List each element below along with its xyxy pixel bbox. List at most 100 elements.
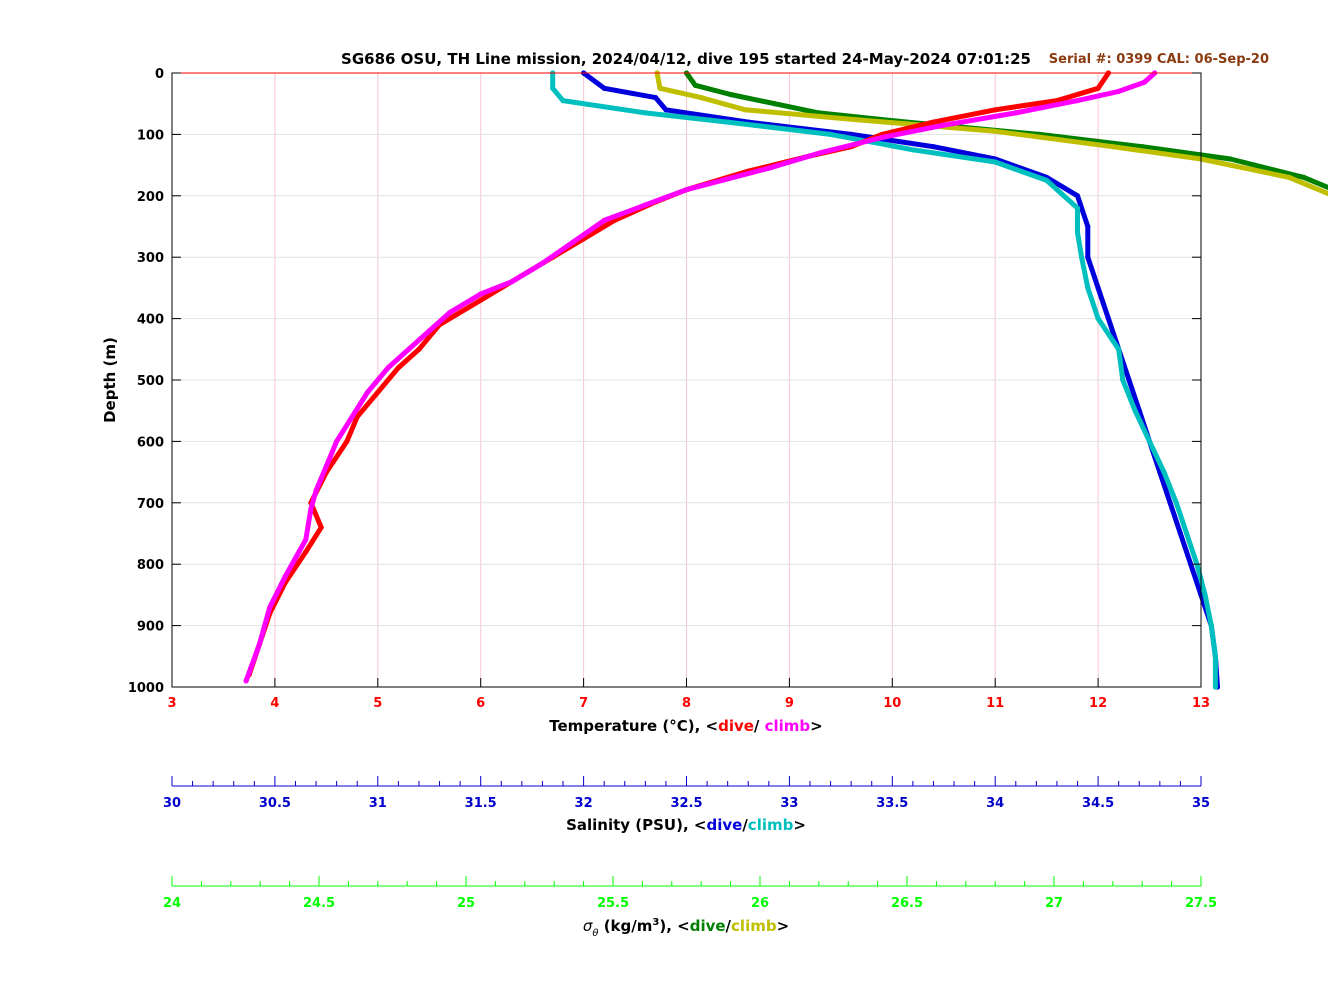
- sigma-climb-point: [698, 95, 704, 101]
- salinity-dive-point: [1095, 285, 1101, 291]
- salinity-climb-point: [1208, 623, 1214, 629]
- temperature-climb-point: [570, 239, 576, 245]
- temperature-dive-point: [416, 346, 422, 352]
- depth-tick-label: 900: [137, 620, 164, 635]
- sigma-axis-label: σθ (kg/m3), <dive/climb>: [583, 917, 789, 939]
- salinity-suffix: >: [793, 816, 806, 834]
- depth-tick-label: 100: [137, 128, 164, 143]
- temperature-tick-label: 12: [1089, 696, 1107, 711]
- temperature-dive-point: [354, 414, 360, 420]
- depth-tick-label: 200: [137, 190, 164, 205]
- temperature-climb-point: [303, 537, 309, 543]
- temperature-dive-point: [395, 365, 401, 371]
- salinity-climb-point: [560, 98, 566, 104]
- temperature-tick-label: 7: [579, 696, 588, 711]
- temperature-climb-point: [683, 187, 690, 193]
- sigma-label-mid: (kg/m: [598, 917, 652, 935]
- salinity-climb-point: [1116, 346, 1122, 352]
- sigma-sep: /: [726, 917, 732, 935]
- salinity-tick-label: 33: [780, 796, 798, 811]
- sigma-tick-label: 27: [1045, 896, 1063, 911]
- sigma-climb-point: [992, 128, 998, 134]
- temperature-climb-point: [308, 506, 314, 512]
- serial-cal-label: Serial #: 0399 CAL: 06-Sep-20: [1049, 52, 1269, 67]
- temperature-climb-line: [243, 70, 1158, 684]
- temperature-climb-point: [1141, 79, 1147, 85]
- depth-axis-label: Depth (m): [101, 337, 119, 423]
- salinity-climb-point: [725, 119, 731, 125]
- salinity-climb-point: [992, 159, 998, 165]
- temperature-climb-point: [406, 346, 412, 352]
- salinity-tick-label: 30: [163, 796, 181, 811]
- sigma-subscript: θ: [592, 928, 598, 939]
- salinity-tick-label: 35: [1192, 796, 1210, 811]
- temperature-dive-point: [478, 297, 484, 303]
- salinity-climb-line: [550, 70, 1218, 690]
- sigma-climb-point: [657, 85, 663, 91]
- temperature-climb-point: [509, 279, 515, 285]
- salinity-dive-point: [1126, 377, 1132, 383]
- salinity-sep: /: [742, 816, 748, 834]
- sigma-climb-point: [845, 116, 851, 122]
- salinity-climb-point: [1173, 500, 1179, 506]
- salinity-dive-label: dive: [706, 816, 742, 834]
- salinity-dive-point: [653, 95, 659, 101]
- salinity-climb-label: climb: [748, 816, 794, 834]
- depth-tick-label: 400: [137, 313, 164, 328]
- temperature-tick-label: 11: [986, 696, 1004, 711]
- salinity-tick-label: 34: [986, 796, 1004, 811]
- temperature-sep: /: [754, 717, 765, 735]
- salinity-climb-point: [1212, 653, 1218, 659]
- sigma-dive-line: [684, 70, 1328, 191]
- salinity-dive-point: [1105, 316, 1111, 322]
- temperature-tick-label: 3: [167, 696, 176, 711]
- salinity-climb-point: [1146, 438, 1153, 444]
- chart-title: SG686 OSU, TH Line mission, 2024/04/12, …: [341, 50, 1031, 68]
- temperature-climb-point: [426, 328, 432, 334]
- salinity-dive-point: [1085, 254, 1091, 260]
- temperature-climb-point: [243, 678, 249, 684]
- data-series: [243, 70, 1328, 690]
- salinity-label-prefix: Salinity (PSU), <: [566, 816, 706, 834]
- temperature-dive-point: [318, 524, 324, 531]
- salinity-climb-point: [1044, 177, 1050, 183]
- temperature-climb-point: [879, 134, 885, 141]
- temperature-tick-label: 8: [682, 696, 691, 711]
- depth-tick-label: 500: [137, 374, 164, 389]
- salinity-dive-point: [1085, 223, 1091, 230]
- sigma-dive-point: [772, 101, 778, 107]
- temperature-climb-point: [766, 165, 772, 171]
- temperature-climb-series: [243, 70, 1158, 684]
- temperature-climb-point: [1013, 110, 1019, 116]
- salinity-tick-label: 32: [575, 796, 593, 811]
- salinity-climb-point: [1212, 684, 1218, 690]
- temperature-climb-point: [601, 217, 607, 223]
- temperature-climb-point: [323, 463, 329, 469]
- sigma-tick-label: 24.5: [303, 896, 335, 911]
- temperature-suffix: >: [810, 717, 823, 735]
- sigma-dive-point: [692, 82, 698, 88]
- sigma-symbol: σ: [583, 917, 593, 935]
- sigma-dive-point: [1227, 156, 1233, 162]
- temperature-climb-point: [1074, 98, 1081, 104]
- temperature-climb-point: [349, 414, 355, 420]
- depth-tick-label: 600: [137, 435, 164, 450]
- sigma-axis: 24 24.5 25 25.5 26 26.5 27 27.5: [163, 876, 1217, 911]
- sigma-suffix: >: [777, 917, 790, 935]
- temperature-label-prefix: Temperature (°C), <: [549, 717, 718, 735]
- depth-tick-label: 300: [137, 251, 164, 266]
- temperature-tick-label: 13: [1192, 696, 1210, 711]
- sigma-tick-label: 25.5: [597, 896, 629, 911]
- salinity-climb-point: [1074, 205, 1081, 211]
- temperature-climb-point: [334, 438, 340, 444]
- salinity-dive-point: [663, 107, 669, 113]
- depth-tick-label: 700: [137, 497, 164, 512]
- temperature-dive-point: [1095, 85, 1101, 91]
- salinity-dive-point: [1188, 561, 1194, 567]
- temperature-tick-label: 10: [883, 696, 901, 711]
- temperature-tick-label: 9: [785, 696, 794, 711]
- sigma-climb-point: [742, 107, 748, 113]
- depth-tick-label: 800: [137, 558, 164, 573]
- temperature-climb-point: [447, 309, 453, 316]
- temperature-climb-label: climb: [765, 717, 811, 735]
